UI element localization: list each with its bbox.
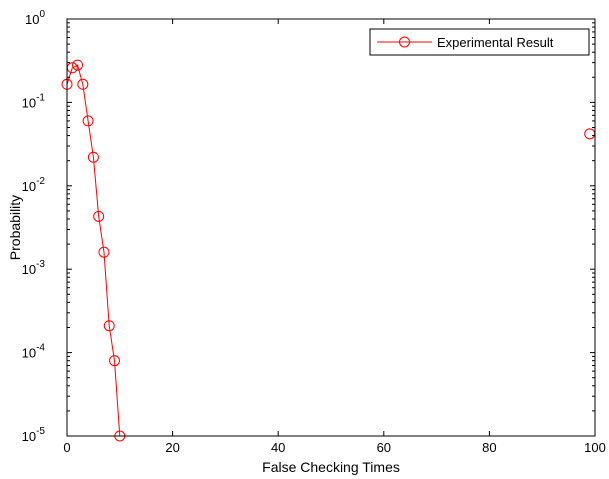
- data-point: [584, 128, 596, 140]
- data-point: [93, 210, 105, 222]
- y-axis-label: Probability: [7, 195, 23, 260]
- y-tick-label: 10-5: [22, 426, 46, 444]
- data-point: [72, 59, 84, 71]
- x-tick-label: 0: [63, 440, 70, 455]
- series-line-experimental-result: [66, 64, 121, 437]
- y-tick-label: 100: [25, 9, 45, 27]
- y-tick-label: 10-2: [22, 176, 46, 194]
- data-point: [109, 355, 121, 367]
- x-tick-label: 20: [165, 440, 179, 455]
- data-point: [77, 78, 89, 90]
- x-tick-label: 40: [271, 440, 285, 455]
- data-point: [98, 246, 110, 258]
- data-point: [82, 115, 94, 127]
- y-tick-label: 10-1: [22, 92, 46, 110]
- x-tick-label: 100: [584, 440, 606, 455]
- x-tick-label: 80: [482, 440, 496, 455]
- data-point: [87, 151, 99, 163]
- y-axis-ticks: 100 10-1 10-2 10-3 10-4 10-5: [22, 9, 595, 444]
- plot-content: [61, 59, 596, 442]
- y-tick-label: 10-3: [22, 259, 46, 277]
- x-tick-label: 60: [377, 440, 391, 455]
- x-axis-ticks: 0 20 40 60 80 100: [63, 19, 606, 455]
- data-point: [103, 320, 115, 332]
- legend: Experimental Result: [369, 28, 590, 56]
- x-axis-label: False Checking Times: [262, 459, 400, 475]
- legend-entry-experimental-result: Experimental Result: [437, 35, 554, 50]
- plot-frame: [66, 18, 596, 437]
- y-tick-label: 10-4: [22, 343, 46, 361]
- legend-marker: [399, 36, 410, 48]
